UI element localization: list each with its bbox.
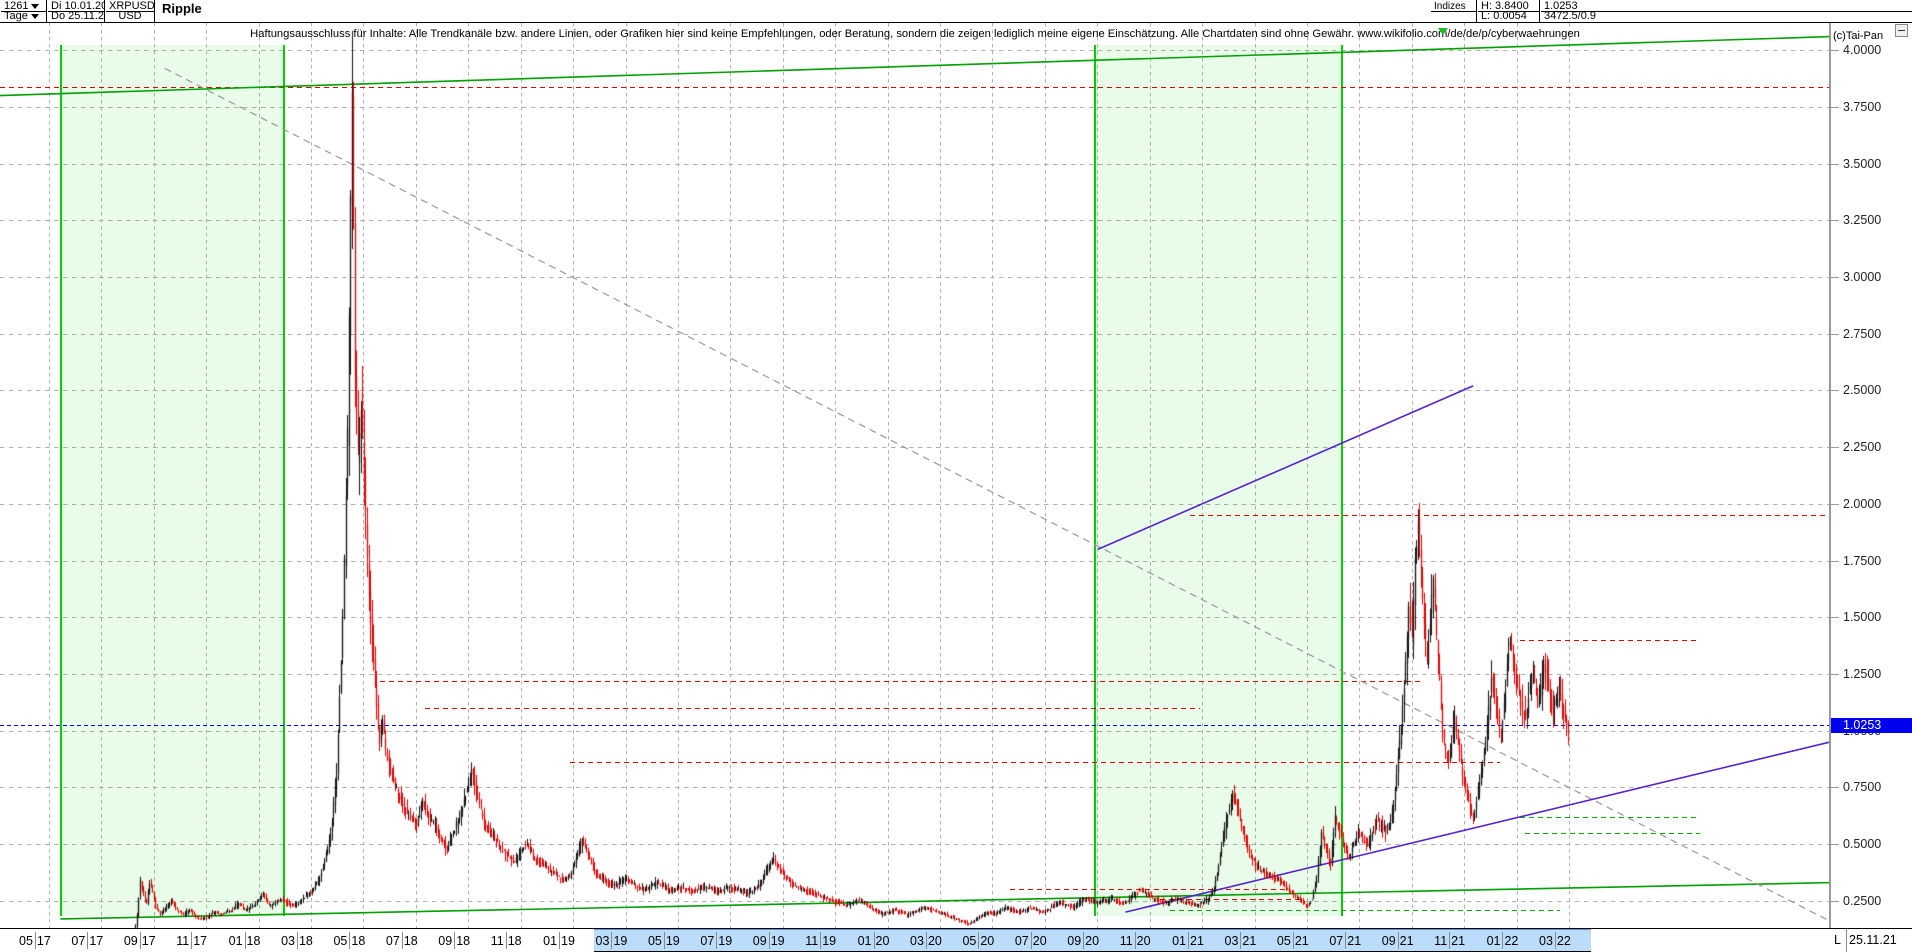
price-tick: 2.5000 <box>1831 383 1912 397</box>
price-tick: 2.7500 <box>1831 327 1912 341</box>
period-count-value: 1261 <box>4 0 29 12</box>
date-tick: 09 18 <box>438 932 471 949</box>
date-tick: 07 18 <box>385 932 418 949</box>
date-tick: 09 19 <box>752 932 785 949</box>
page-title: Ripple <box>155 0 1430 23</box>
high-low-cell: H: 3.8400 L: 0.0054 <box>1477 0 1540 23</box>
price-tick: 3.2500 <box>1831 213 1912 227</box>
price-chart-plot[interactable] <box>0 23 1830 928</box>
date-tick: 07 19 <box>700 932 733 949</box>
indizes-cell[interactable]: Indizes <box>1430 0 1477 23</box>
price-series-canvas <box>0 23 1830 928</box>
date-range-display[interactable]: Di 10.01.2017 Do 25.11.2021 <box>47 0 122 23</box>
date-tick: 07 21 <box>1329 932 1362 949</box>
axis-end-code: L <box>1834 933 1841 947</box>
date-axis-end-label: L 25.11.21 <box>1830 929 1912 952</box>
price-tick: 3.0000 <box>1831 270 1912 284</box>
date-axis[interactable]: 05 17 07 17 09 17 11 17 01 18 03 18 05 18 07 18 09 18 11 18… <box>0 928 1912 952</box>
chart-header-bar: 1261 Tage Di 10.01.2017 Do 25.11.2021 XR… <box>0 0 1912 23</box>
volume-info-value: 3472.5/0.9 <box>1541 11 1912 22</box>
price-tick: 0.5000 <box>1831 837 1912 851</box>
date-tick: 09 17 <box>123 932 156 949</box>
date-tick: 03 22 <box>1539 932 1571 949</box>
price-tick: 2.2500 <box>1831 440 1912 454</box>
indizes-spacer <box>1431 11 1476 21</box>
date-tick: 07 17 <box>71 932 104 949</box>
date-tick: 01 22 <box>1486 932 1519 949</box>
date-tick: 09 21 <box>1381 932 1414 949</box>
date-tick: 01 20 <box>857 932 890 949</box>
symbol-cell[interactable]: XRPUSD USD <box>105 0 155 23</box>
price-tick: 0.7500 <box>1831 780 1912 794</box>
date-tick: 05 19 <box>647 932 680 949</box>
axis-collapse-button[interactable] <box>1895 24 1908 37</box>
date-tick: 05 17 <box>19 932 51 949</box>
price-tick: 4.0000 <box>1831 43 1912 57</box>
high-value: H: 3.8400 <box>1481 0 1529 12</box>
date-tick: 11 21 <box>1434 932 1466 949</box>
last-price-badge: 1.0253 <box>1831 717 1912 733</box>
chevron-down-icon[interactable] <box>31 3 40 9</box>
date-tick: 07 20 <box>1014 932 1047 949</box>
price-tick: 2.0000 <box>1831 497 1912 511</box>
date-tick: 05 21 <box>1276 932 1309 949</box>
price-tick: 1.5000 <box>1831 610 1912 624</box>
symbol-currency: USD <box>106 11 154 22</box>
copyright-label: (c)Tai-Pan <box>1833 30 1884 42</box>
date-tick: 01 18 <box>228 932 261 949</box>
date-tick: 11 19 <box>805 932 837 949</box>
price-tick: 0.2500 <box>1831 894 1912 908</box>
date-from: Di 10.01.2017 <box>51 0 120 12</box>
date-tick: 11 20 <box>1119 932 1151 949</box>
date-tick: 01 19 <box>543 932 575 949</box>
period-unit-value: Tage <box>4 10 28 22</box>
date-to: Do 25.11.2021 <box>48 11 122 22</box>
date-tick: 01 21 <box>1172 932 1204 949</box>
price-axis[interactable]: (c)Tai-Pan 4.0000 3.7500 3.5000 3.2500 3.000… <box>1830 23 1912 928</box>
indizes-label: Indizes <box>1434 0 1466 12</box>
price-tick: 1.7500 <box>1831 554 1912 568</box>
price-tick: 3.5000 <box>1831 157 1912 171</box>
date-tick: 05 18 <box>333 932 366 949</box>
date-tick: 11 18 <box>490 932 522 949</box>
price-tick: 3.7500 <box>1831 100 1912 114</box>
symbol-ticker: XRPUSD <box>109 0 155 12</box>
date-tick: 11 17 <box>176 932 208 949</box>
date-tick: 09 20 <box>1067 932 1100 949</box>
date-tick: 03 21 <box>1224 932 1257 949</box>
last-price-value: 1.0253 <box>1544 0 1578 12</box>
marker-triangle-icon <box>1438 28 1448 35</box>
date-tick: 03 19 <box>595 932 628 949</box>
date-tick: 03 20 <box>910 932 942 949</box>
last-quote-cell: 1.0253 3472.5/0.9 <box>1540 0 1912 23</box>
date-tick: 03 18 <box>281 932 313 949</box>
axis-divider <box>1846 929 1847 952</box>
low-value: L: 0.0054 <box>1478 11 1539 22</box>
date-tick: 05 20 <box>962 932 995 949</box>
period-selector[interactable]: 1261 Tage <box>0 0 47 23</box>
axis-end-date: 25.11.21 <box>1849 933 1897 947</box>
ohlc-price-bars <box>0 23 1830 928</box>
chevron-down-icon[interactable] <box>30 14 39 19</box>
price-tick: 1.2500 <box>1831 667 1912 681</box>
